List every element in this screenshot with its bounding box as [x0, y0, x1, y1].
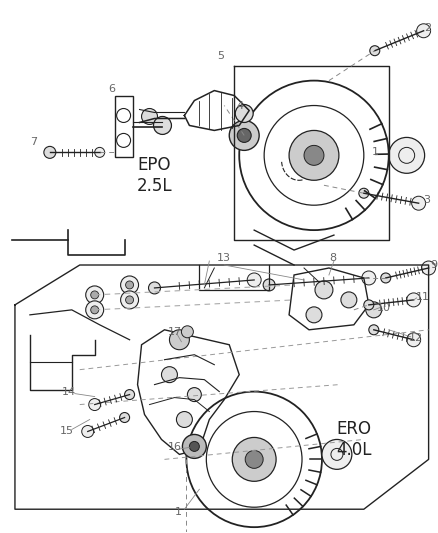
Circle shape	[182, 434, 206, 458]
Circle shape	[124, 390, 134, 400]
Text: 2: 2	[424, 23, 431, 33]
Text: 5: 5	[217, 51, 224, 61]
Circle shape	[235, 104, 253, 123]
Circle shape	[187, 387, 201, 401]
Circle shape	[412, 196, 426, 210]
Text: 8: 8	[329, 253, 336, 263]
Text: 7: 7	[30, 138, 37, 148]
Circle shape	[189, 441, 199, 451]
Circle shape	[153, 117, 171, 134]
Circle shape	[306, 307, 322, 323]
Circle shape	[407, 333, 420, 347]
Circle shape	[289, 131, 339, 180]
Circle shape	[322, 439, 352, 470]
Text: 12: 12	[409, 333, 423, 343]
Circle shape	[369, 325, 379, 335]
Circle shape	[91, 291, 99, 299]
Circle shape	[44, 147, 56, 158]
Text: 6: 6	[109, 84, 116, 94]
Circle shape	[89, 399, 101, 410]
Circle shape	[417, 24, 431, 38]
Circle shape	[362, 271, 376, 285]
Circle shape	[341, 292, 357, 308]
Circle shape	[86, 301, 104, 319]
Circle shape	[364, 300, 374, 310]
Text: 4: 4	[236, 101, 244, 110]
Circle shape	[82, 425, 94, 438]
Text: 16: 16	[167, 442, 181, 453]
Circle shape	[177, 411, 192, 427]
Text: 9: 9	[431, 260, 438, 270]
Circle shape	[232, 438, 276, 481]
Text: 1: 1	[174, 507, 181, 517]
Circle shape	[315, 281, 333, 299]
Circle shape	[162, 367, 177, 383]
Circle shape	[407, 293, 420, 307]
Circle shape	[245, 450, 263, 469]
Text: EPO
2.5L: EPO 2.5L	[137, 156, 172, 195]
Text: 13: 13	[217, 253, 231, 263]
Circle shape	[126, 296, 134, 304]
Text: 10: 10	[377, 303, 391, 313]
Circle shape	[86, 286, 104, 304]
Circle shape	[389, 138, 424, 173]
Text: 11: 11	[416, 292, 430, 302]
Circle shape	[181, 326, 193, 338]
Circle shape	[237, 128, 251, 142]
Circle shape	[304, 146, 324, 165]
Circle shape	[170, 330, 189, 350]
Circle shape	[263, 279, 275, 291]
Text: 15: 15	[60, 426, 74, 437]
Circle shape	[381, 273, 391, 283]
Circle shape	[359, 188, 369, 198]
Circle shape	[148, 282, 160, 294]
Circle shape	[120, 276, 138, 294]
Bar	[115, 95, 133, 157]
Circle shape	[126, 281, 134, 289]
Circle shape	[120, 413, 130, 423]
Circle shape	[366, 302, 382, 318]
Circle shape	[247, 273, 261, 287]
Circle shape	[120, 291, 138, 309]
Circle shape	[229, 120, 259, 150]
Text: 17: 17	[167, 327, 182, 337]
Text: 1: 1	[372, 147, 379, 157]
Circle shape	[95, 148, 105, 157]
Circle shape	[91, 306, 99, 314]
Text: 14: 14	[62, 386, 76, 397]
Circle shape	[141, 109, 158, 125]
Text: 3: 3	[424, 195, 431, 205]
Circle shape	[370, 46, 380, 55]
Circle shape	[422, 261, 436, 275]
Text: ERO
4.0L: ERO 4.0L	[336, 420, 371, 459]
